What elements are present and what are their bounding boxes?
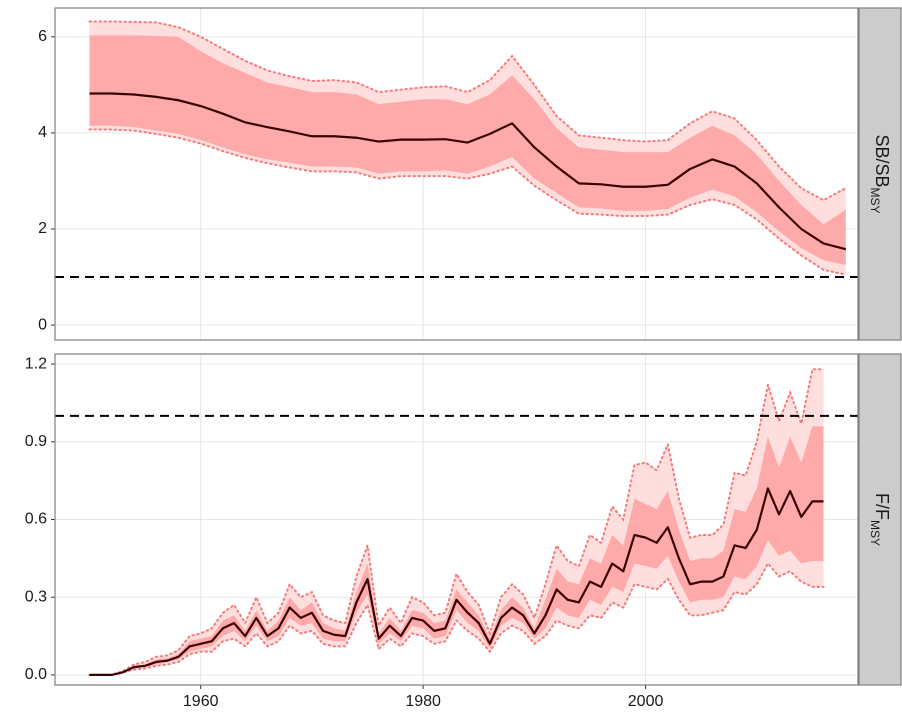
- y-tick-label: 2: [38, 220, 47, 237]
- strip-label-subscript: MSY: [868, 520, 882, 546]
- x-tick-label: 1980: [405, 693, 441, 710]
- line: [89, 92, 847, 251]
- y-tick-label: 0.0: [25, 666, 47, 683]
- y-tick-label: 0.3: [25, 588, 47, 605]
- line: [89, 487, 824, 676]
- x-tick-label: 2000: [628, 693, 664, 710]
- y-tick-label: 0: [38, 316, 47, 333]
- strip-label-main: F/F: [872, 493, 892, 520]
- panel-border: [54, 7, 859, 341]
- y-tick-label: 1.2: [25, 355, 47, 372]
- strip: [858, 353, 902, 686]
- y-tick-label: 6: [38, 28, 47, 45]
- band-edge: [88, 368, 825, 676]
- y-tick-label: 0.9: [25, 433, 47, 450]
- band-edge: [88, 561, 825, 676]
- x-tick-label: 1960: [183, 693, 219, 710]
- band: [89, 35, 846, 266]
- strip-label-main: SB/SB: [872, 134, 892, 187]
- strip-label-subscript: MSY: [868, 188, 882, 214]
- band-edge: [88, 20, 847, 202]
- y-tick-label: 0.6: [25, 511, 47, 528]
- strip-label: F/FMSY: [868, 493, 892, 546]
- band-edge: [88, 128, 847, 276]
- panel-border: [54, 353, 859, 686]
- y-tick-label: 4: [38, 124, 47, 141]
- strip-label: SB/SBMSY: [868, 134, 892, 213]
- strip: [858, 7, 902, 341]
